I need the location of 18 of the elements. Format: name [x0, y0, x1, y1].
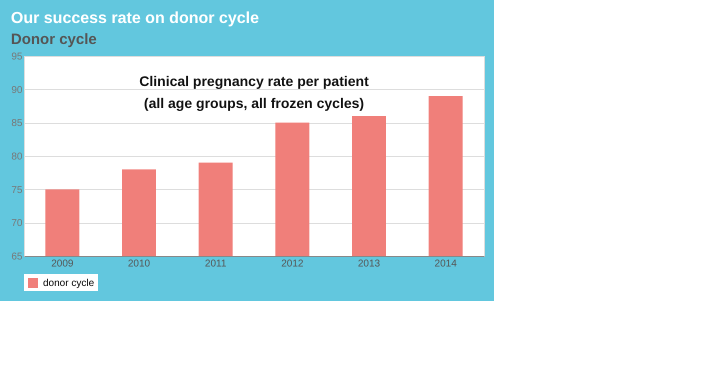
- annotation: Clinical pregnancy rate per patient: [139, 73, 370, 89]
- x-tick-label: 2013: [358, 258, 381, 270]
- x-tick-label: 2014: [434, 258, 458, 270]
- y-tick-label: 95: [11, 52, 23, 62]
- y-tick-label: 80: [11, 152, 23, 162]
- y-tick-label: 85: [11, 118, 23, 130]
- x-tick-label: 2010: [128, 258, 151, 270]
- chart-subtitle: Donor cycle: [10, 31, 97, 48]
- y-tick-label: 65: [11, 252, 23, 262]
- x-tick-label: 2009: [51, 258, 74, 270]
- x-tick-label: 2012: [281, 258, 304, 270]
- chart-title: Our success rate on donor cycle: [10, 10, 260, 27]
- x-tick-label: 2011: [204, 258, 227, 270]
- y-tick-label: 75: [11, 184, 23, 196]
- y-tick-label: 70: [11, 218, 23, 230]
- annotation: (all age groups, all frozen cycles): [144, 95, 364, 111]
- y-tick-label: 90: [11, 84, 23, 96]
- legend-label: donor cycle: [43, 278, 95, 289]
